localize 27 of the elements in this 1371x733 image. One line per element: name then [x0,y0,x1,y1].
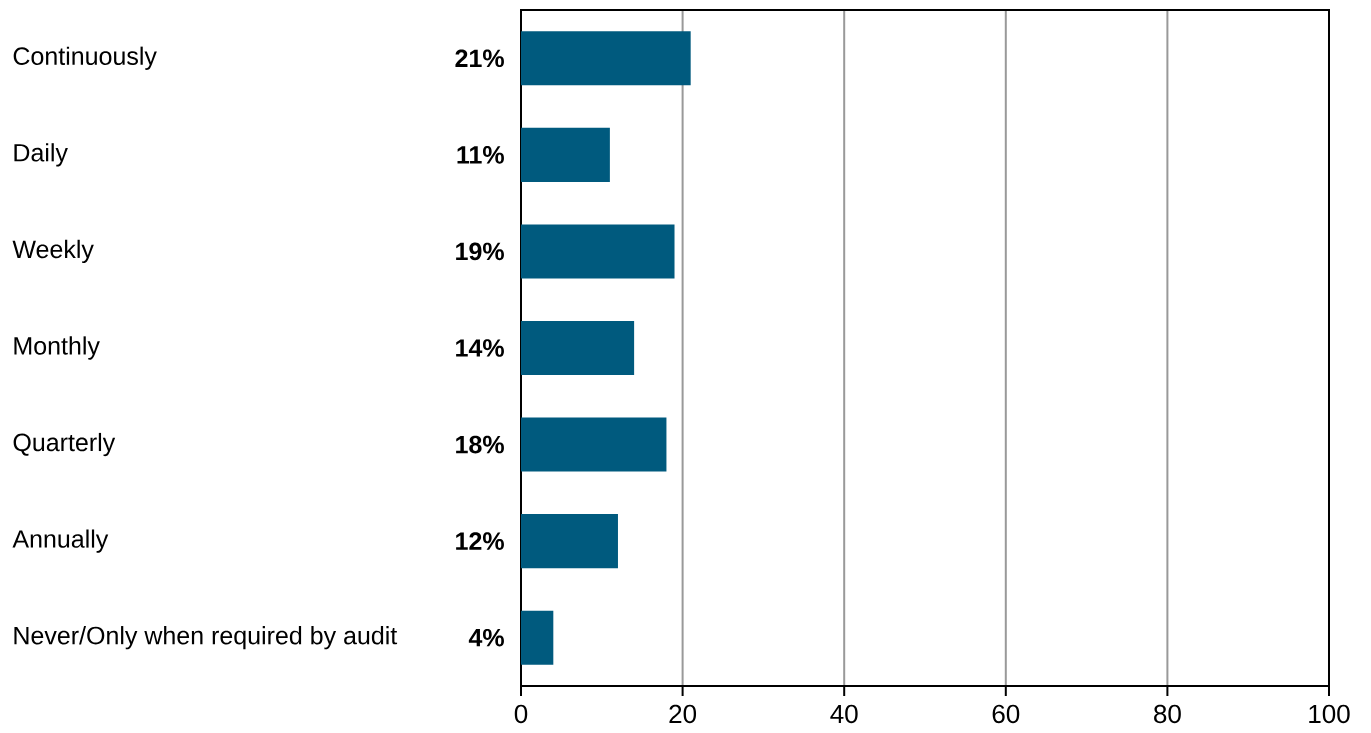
data-label: 21% [455,49,504,68]
y-tick-label: Annually [12,529,109,553]
data-label: 4% [468,628,504,647]
bar [521,417,667,472]
data-label: 18% [456,435,504,454]
y-tick-label: Never/Only when required by audit [14,626,398,650]
x-tick-label: 100 [1309,704,1350,724]
data-label: 14% [456,339,504,357]
bar [521,127,610,182]
bar [521,514,618,569]
data-label: 11% [457,146,504,164]
y-tick-label: Weekly [12,239,94,264]
data-label: 12% [456,532,504,550]
bar [521,610,554,665]
x-tick-label: 80 [1154,704,1181,724]
x-tick-label: 60 [992,704,1020,724]
bar [521,320,635,376]
bar [521,31,691,86]
data-label: 19% [456,242,504,261]
y-tick-label: Daily [14,143,68,167]
x-tick-label: 40 [830,704,858,724]
y-tick-label: Continuously [13,46,157,70]
bar [521,224,675,279]
y-tick-label: Quarterly [13,432,116,457]
x-tick-label: 20 [669,704,697,724]
y-tick-label: Monthly [14,336,100,360]
x-tick-label: 0 [514,704,528,724]
